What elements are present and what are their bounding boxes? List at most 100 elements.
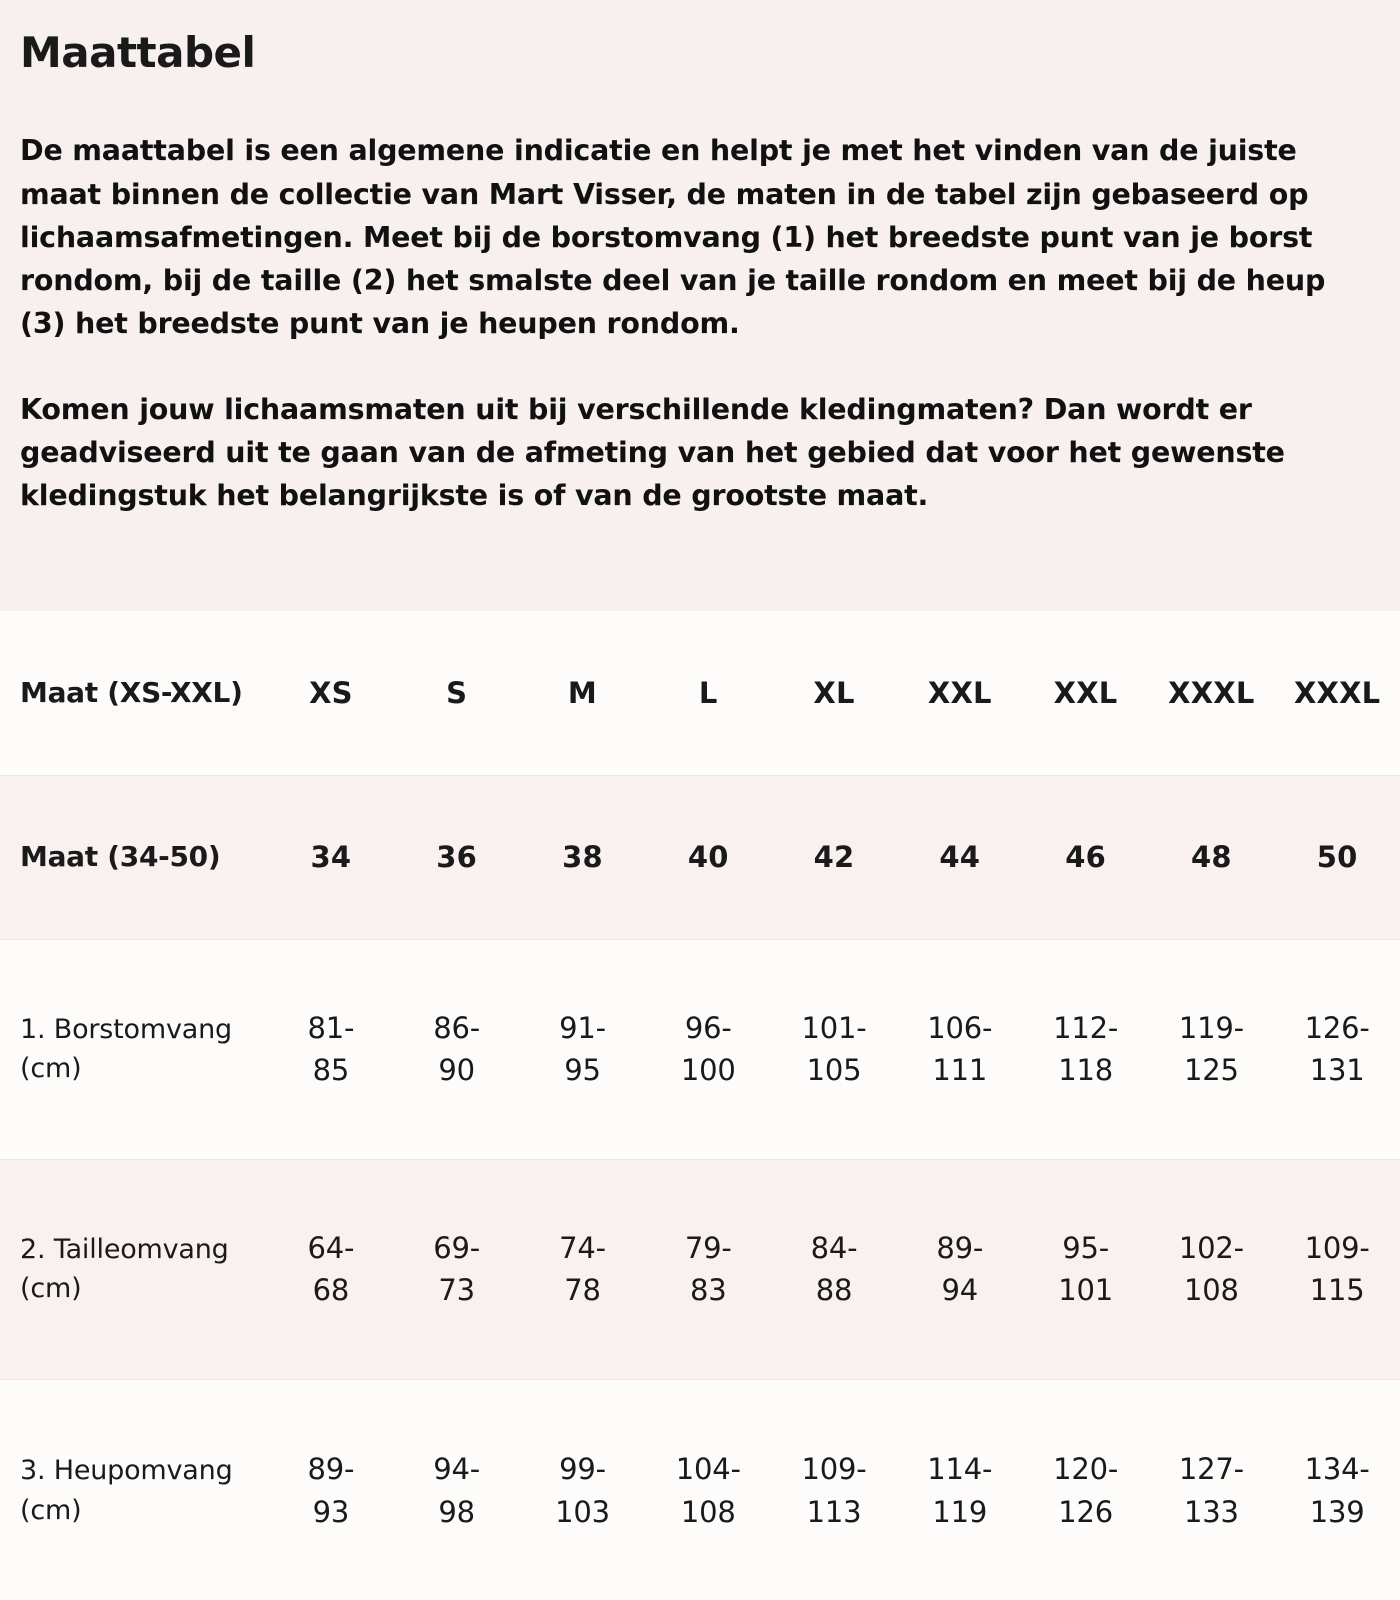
table-cell: 94- 98 (394, 1448, 520, 1532)
cell-value-to: 83 (689, 1273, 727, 1307)
table-cell: 40 (645, 836, 771, 878)
table-cell: 91- 95 (520, 1007, 646, 1091)
table-cell: 134- 139 (1274, 1448, 1400, 1532)
cell-value-from: 95- (1062, 1230, 1109, 1265)
cell-value-from: 102- (1178, 1230, 1244, 1265)
row-label: 1. Borstomvang (cm) (20, 1013, 232, 1084)
cell-value-to: 131 (1309, 1053, 1365, 1087)
table-cell: 101- 105 (771, 1007, 897, 1091)
table-cell: 109- 115 (1274, 1227, 1400, 1311)
table-cell: 86- 90 (394, 1007, 520, 1091)
table-cell: 64- 68 (268, 1227, 394, 1311)
table-cell: 104- 108 (645, 1448, 771, 1532)
cell-value-to: 93 (312, 1494, 350, 1529)
table-cell: 84- 88 (771, 1227, 897, 1311)
cell-value-to: 98 (438, 1494, 475, 1529)
cell-value-to: 113 (806, 1494, 862, 1529)
row-label: Maat (XS-XXL) (20, 675, 243, 709)
cell-value: 50 (1316, 839, 1358, 874)
cell-value-from: 109- (801, 1452, 867, 1487)
table-cell: 95- 101 (1023, 1227, 1149, 1311)
cell-value: 36 (436, 839, 478, 874)
cell-value-to: 78 (564, 1273, 601, 1307)
table-row-hip: 3. Heupomvang (cm) 89- 93 94- 98 99- 103 10… (0, 1379, 1400, 1600)
cell-value: 38 (562, 839, 603, 874)
table-cell: 42 (771, 836, 897, 878)
size-table: Maat (XS-XXL) XS S M L XL XXL XXL XXXL X… (0, 611, 1400, 1600)
table-cell: XXL (897, 672, 1023, 714)
cell-value-from: 81- (307, 1010, 355, 1045)
cell-value-from: 84- (810, 1230, 858, 1265)
table-cell: XXL (1023, 672, 1149, 714)
table-cell: 89- 94 (897, 1227, 1023, 1311)
cell-value-from: 114- (927, 1452, 993, 1487)
cell-value: XS (309, 675, 353, 710)
table-row-size-letters: Maat (XS-XXL) XS S M L XL XXL XXL XXXL X… (0, 611, 1400, 775)
table-cell: 79- 83 (645, 1227, 771, 1311)
row-cells: 81- 85 86- 90 91- 95 96- 100 101- 105 106- 111… (268, 1007, 1400, 1091)
cell-value-to: 108 (1183, 1273, 1239, 1307)
table-cell: 112- 118 (1023, 1007, 1149, 1091)
table-cell: 46 (1023, 836, 1149, 878)
table-cell: 106- 111 (897, 1007, 1023, 1091)
row-cells: 34 36 38 40 42 44 46 48 50 (268, 836, 1400, 878)
table-cell: 96- 100 (645, 1007, 771, 1091)
table-cell: 74- 78 (520, 1227, 646, 1311)
cell-value-from: 74- (559, 1230, 606, 1265)
cell-value-to: 105 (806, 1053, 862, 1087)
cell-value-from: 119- (1178, 1010, 1244, 1045)
cell-value-from: 101- (801, 1010, 867, 1045)
cell-value-to: 108 (680, 1494, 736, 1529)
table-cell: S (394, 672, 520, 714)
cell-value-to: 115 (1309, 1273, 1365, 1307)
cell-value: 46 (1065, 839, 1106, 874)
cell-value-from: 99- (559, 1452, 606, 1487)
table-cell: XS (268, 672, 394, 714)
cell-value-to: 95 (564, 1053, 601, 1087)
cell-value-from: 79- (684, 1230, 732, 1265)
cell-value: XXL (1053, 675, 1118, 710)
table-row-size-numbers: Maat (34-50) 34 36 38 40 42 44 46 48 50 (0, 775, 1400, 939)
cell-value-from: 104- (675, 1452, 741, 1487)
cell-value-to: 88 (815, 1273, 853, 1307)
cell-value-to: 118 (1058, 1053, 1113, 1087)
table-cell: XL (771, 672, 897, 714)
row-label: Maat (34-50) (20, 839, 221, 873)
table-row-waist: 2. Tailleomvang (cm) 64- 68 69- 73 74- 78 7… (0, 1159, 1400, 1379)
table-cell: 127- 133 (1148, 1448, 1274, 1532)
cell-value: XXXL (1168, 675, 1255, 710)
intro-paragraph-2: Komen jouw lichaamsmaten uit bij verschi… (20, 392, 1285, 513)
cell-value: 44 (939, 839, 981, 874)
table-cell: 102- 108 (1148, 1227, 1274, 1311)
table-cell: 114- 119 (897, 1448, 1023, 1532)
cell-value-to: 139 (1309, 1494, 1365, 1529)
table-cell: 120- 126 (1023, 1448, 1149, 1532)
table-row-bust: 1. Borstomvang (cm) 81- 85 86- 90 91- 95 96… (0, 939, 1400, 1159)
table-cell: 44 (897, 836, 1023, 878)
row-cells: 89- 93 94- 98 99- 103 104- 108 109- 113 114- 1… (268, 1448, 1400, 1532)
cell-value-from: 89- (936, 1230, 984, 1265)
table-cell: 99- 103 (520, 1448, 646, 1532)
table-cell: 48 (1148, 836, 1274, 878)
table-cell: XXXL (1148, 672, 1274, 714)
cell-value-from: 89- (307, 1452, 355, 1487)
intro-paragraph-1: De maattabel is een algemene indicatie e… (20, 134, 1326, 341)
cell-value-from: 64- (307, 1230, 355, 1265)
cell-value-from: 127- (1178, 1452, 1244, 1487)
table-cell: XXXL (1274, 672, 1400, 714)
cell-value: XL (813, 675, 855, 710)
cell-value-from: 120- (1053, 1452, 1119, 1487)
cell-value-from: 94- (433, 1452, 481, 1487)
table-cell: 126- 131 (1274, 1007, 1400, 1091)
cell-value-to: 103 (555, 1494, 610, 1529)
cell-value-to: 126 (1058, 1494, 1113, 1529)
intro-section: Maattabel De maattabel is een algemene i… (0, 0, 1400, 518)
row-cells: 64- 68 69- 73 74- 78 79- 83 84- 88 89- 94 95- 1… (268, 1227, 1400, 1311)
cell-value-to: 101 (1058, 1273, 1113, 1307)
cell-value-from: 112- (1053, 1010, 1119, 1045)
cell-value-to: 94 (941, 1273, 979, 1307)
table-cell: 109- 113 (771, 1448, 897, 1532)
page-title: Maattabel (20, 28, 256, 77)
table-cell: M (520, 672, 646, 714)
